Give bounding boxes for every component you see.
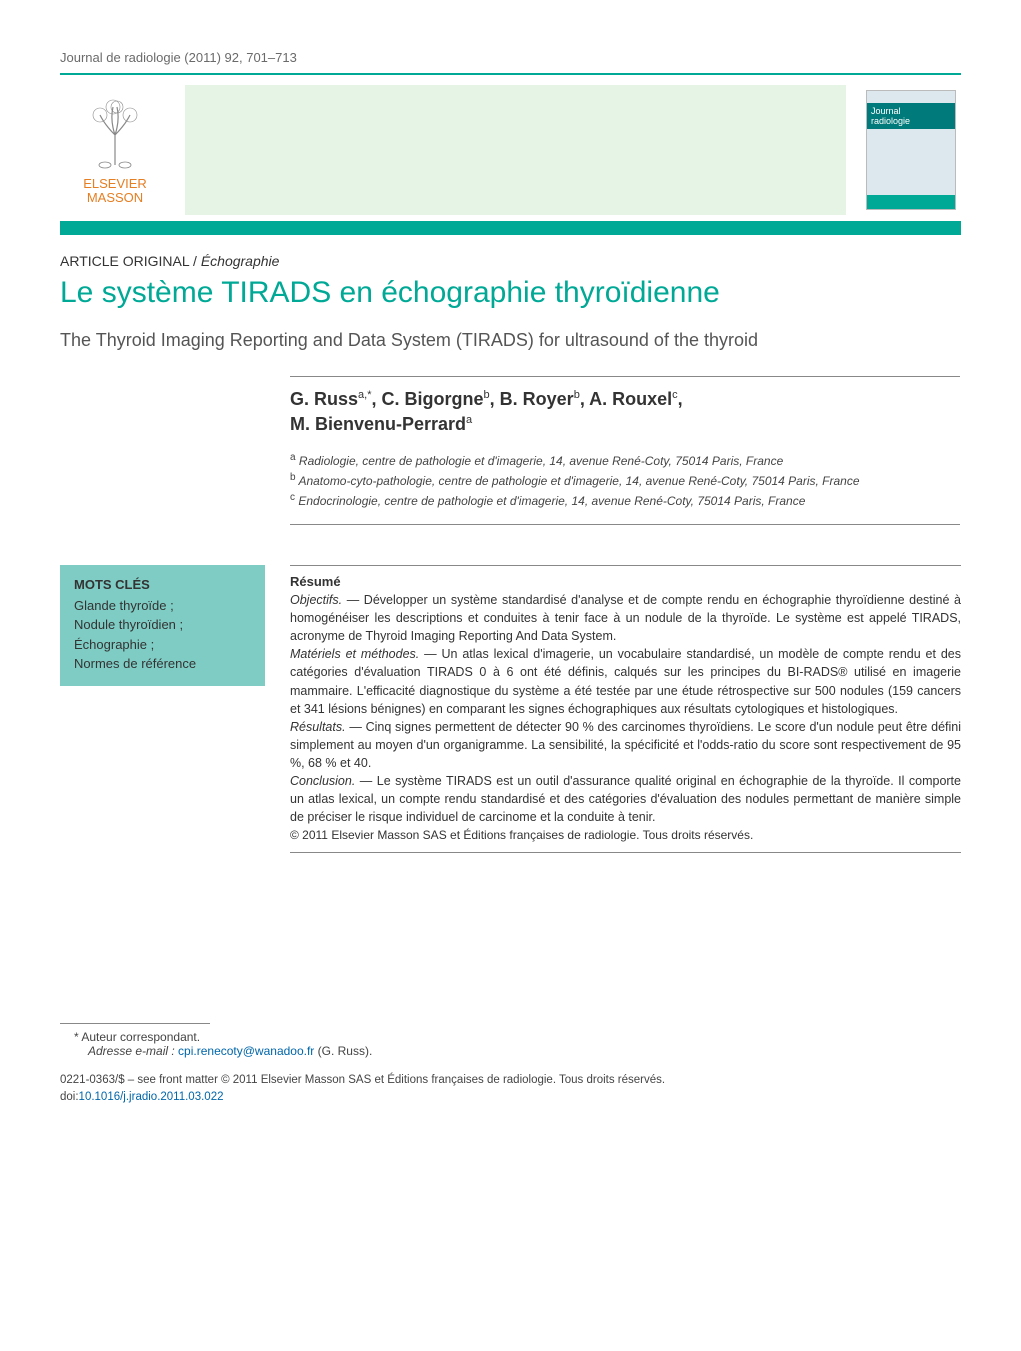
publisher-line1: ELSEVIER [83,176,147,191]
author-2: C. Bigorgneb [382,389,490,409]
abstract-resultats: Résultats. — Cinq signes permettent de d… [290,718,961,772]
objectifs-label: Objectifs. — [290,593,359,607]
publisher-line2: MASSON [87,190,143,205]
footer-block: * Auteur correspondant. Adresse e-mail :… [60,1023,961,1107]
aff-b-sup: b [290,472,296,483]
email-label: Adresse e-mail : [88,1044,175,1058]
author-3-sup: b [574,389,580,401]
cover-title: Journal radiologie [867,103,955,129]
resultats-label: Résultats. — [290,720,362,734]
article-type-main: ARTICLE ORIGINAL / [60,253,201,269]
author-3-name: B. Royer [500,389,574,409]
corresponding-author: * Auteur correspondant. [74,1030,961,1044]
conclusion-text: Le système TIRADS est un outil d'assuran… [290,774,961,824]
conclusion-label: Conclusion. — [290,774,372,788]
author-1-sup: a,* [358,389,371,401]
author-5-name: M. Bienvenu-Perrard [290,414,466,434]
email-tail: (G. Russ). [314,1044,372,1058]
affiliation-c: c Endocrinologie, centre de pathologie e… [290,490,961,510]
author-5-sup: a [466,414,472,426]
objectifs-text: Développer un système standardisé d'anal… [290,593,961,643]
aff-b-text: Anatomo-cyto-pathologie, centre de patho… [298,474,859,488]
author-3: B. Royerb [500,389,580,409]
affiliation-b: b Anatomo-cyto-pathologie, centre de pat… [290,470,961,490]
article-subtitle: The Thyroid Imaging Reporting and Data S… [60,329,961,352]
article-subtype: Échographie [201,253,280,269]
authors-block: G. Russa,*, C. Bigorgneb, B. Royerb, A. … [290,387,961,436]
author-5: M. Bienvenu-Perrarda [290,414,472,434]
abstract-conclusion: Conclusion. — Le système TIRADS est un o… [290,772,961,826]
author-2-sup: b [484,389,490,401]
doi-line: doi:10.1016/j.jradio.2011.03.022 [60,1089,961,1106]
abstract-column: Résumé Objectifs. — Développer un systèm… [290,565,961,853]
affiliations: a Radiologie, centre de pathologie et d'… [290,450,961,510]
banner-fill [185,85,846,215]
authors-names: G. Russa,*, C. Bigorgneb, B. Royerb, A. … [290,387,961,436]
aff-a-text: Radiologie, centre de pathologie et d'im… [299,454,783,468]
cover-title-2: radiologie [871,116,910,126]
footer-meta: 0221-0363/$ – see front matter © 2011 El… [60,1072,961,1107]
author-1-name: G. Russ [290,389,358,409]
affiliation-a: a Radiologie, centre de pathologie et d'… [290,450,961,470]
cover-title-1: Journal [871,106,901,116]
journal-cover: Journal radiologie [861,85,961,215]
cover-thumbnail: Journal radiologie [866,90,956,210]
footer-rule [60,1023,210,1024]
abstract-bottom-rule [290,852,961,853]
teal-bar [60,221,961,235]
abstract-objectifs: Objectifs. — Développer un système stand… [290,591,961,645]
publisher-logo: ELSEVIER MASSON [60,85,170,215]
aff-c-sup: c [290,492,295,503]
author-1: G. Russa,* [290,389,372,409]
abstract-copyright: © 2011 Elsevier Masson SAS et Éditions f… [290,827,961,844]
elsevier-tree-icon [75,95,155,175]
issn-line: 0221-0363/$ – see front matter © 2011 El… [60,1072,961,1089]
keywords-heading: MOTS CLÉS [74,577,251,592]
publisher-name: ELSEVIER MASSON [83,177,147,206]
article-title: Le système TIRADS en échographie thyroïd… [60,275,961,311]
abstract-top-rule [290,565,961,566]
abstract-section: MOTS CLÉS Glande thyroïde ; Nodule thyro… [60,565,961,853]
top-rule [60,73,961,75]
keywords-box: MOTS CLÉS Glande thyroïde ; Nodule thyro… [60,565,265,686]
abstract-materiels: Matériels et méthodes. — Un atlas lexica… [290,645,961,718]
cover-bottom-bar [867,195,955,209]
aff-a-sup: a [290,452,296,463]
author-4-name: A. Rouxel [589,389,672,409]
doi-link[interactable]: 10.1016/j.jradio.2011.03.022 [79,1091,224,1103]
journal-reference: Journal de radiologie (2011) 92, 701–713 [60,50,961,65]
resultats-text: Cinq signes permettent de détecter 90 % … [290,720,961,770]
keywords-list: Glande thyroïde ; Nodule thyroïdien ; Éc… [74,596,251,674]
authors-top-rule [290,376,960,377]
header-banner: ELSEVIER MASSON Journal radiologie [60,85,961,215]
author-4-sup: c [672,389,678,401]
author-4: A. Rouxelc [589,389,678,409]
aff-c-text: Endocrinologie, centre de pathologie et … [298,494,805,508]
abstract-heading: Résumé [290,574,961,589]
email-line: Adresse e-mail : cpi.renecoty@wanadoo.fr… [88,1044,961,1058]
doi-label: doi: [60,1091,79,1103]
materiels-label: Matériels et méthodes. — [290,647,437,661]
article-type: ARTICLE ORIGINAL / Échographie [60,253,961,269]
email-link[interactable]: cpi.renecoty@wanadoo.fr [178,1044,314,1058]
authors-bottom-rule [290,524,960,525]
abstract-body: Objectifs. — Développer un système stand… [290,591,961,844]
author-2-name: C. Bigorgne [382,389,484,409]
